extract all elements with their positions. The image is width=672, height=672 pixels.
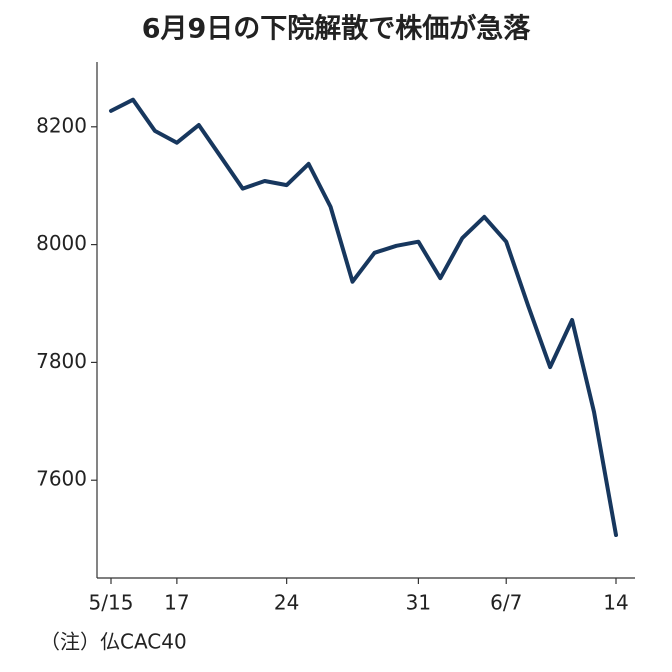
y-tick-label: 8000 [36,231,87,255]
x-tick-label: 14 [603,591,628,615]
x-tick-label: 24 [274,591,299,615]
y-tick-label: 7800 [36,349,87,373]
chart-title: 6月9日の下院解散で株価が急落 [142,13,532,45]
line [109,97,618,537]
x-tick-label: 5/15 [89,591,134,615]
note: （注）仏CAC40 [40,630,187,654]
x-tick-label: 6/7 [490,591,522,615]
x-tick-label: 31 [406,591,431,615]
y-tick-label: 7600 [36,467,87,491]
y-tick-label: 8200 [36,113,87,137]
x-tick-label: 17 [164,591,189,615]
